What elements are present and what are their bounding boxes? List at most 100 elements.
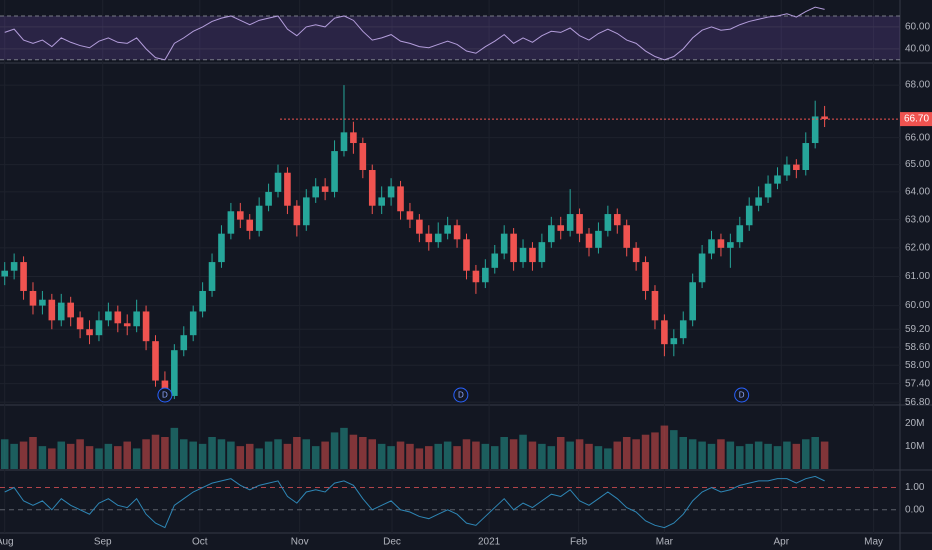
candle-body	[632, 247, 640, 263]
volume-bar	[151, 434, 160, 469]
event-label: D	[458, 391, 464, 400]
x-tick-label: Mar	[656, 537, 674, 548]
y-tick-label: 57.40	[905, 378, 930, 389]
volume-bar	[227, 441, 235, 469]
event-marker	[734, 387, 750, 403]
volume-bar	[622, 437, 631, 469]
candle-body	[783, 164, 791, 176]
x-tick-label: Dec	[383, 537, 401, 548]
candle-body	[491, 253, 499, 268]
volume-bar	[368, 439, 377, 469]
volume-bar	[575, 439, 584, 469]
volume-bar	[811, 437, 819, 469]
candle-body	[482, 267, 489, 283]
candle-body	[350, 132, 357, 144]
y-tick-label: 65.00	[905, 159, 930, 170]
volume-bar	[19, 441, 28, 469]
candle-body	[255, 205, 263, 231]
candle-body	[76, 317, 84, 330]
x-tick-label: Feb	[570, 537, 588, 548]
volume-bar	[283, 443, 292, 469]
candle-body	[86, 329, 93, 336]
volume-bar	[453, 446, 461, 469]
volume-bar	[264, 441, 273, 469]
y-tick-label: 62.00	[905, 242, 930, 253]
candle-body	[557, 225, 565, 231]
volume-bar	[443, 441, 452, 469]
candle-body	[20, 262, 27, 291]
volume-bar	[189, 441, 197, 469]
x-tick-label: Aug	[0, 537, 14, 548]
candle-body	[670, 338, 678, 345]
event-marker	[157, 387, 173, 403]
candle-body	[171, 350, 178, 396]
candle-body	[114, 311, 122, 324]
volume-bar	[85, 446, 94, 469]
volume-bar	[396, 441, 405, 469]
candle-body	[133, 311, 140, 327]
candle-body	[500, 233, 508, 254]
volume-bar	[604, 448, 612, 469]
volume-bar	[594, 446, 603, 469]
volume-bar	[566, 441, 574, 469]
candle-body	[661, 320, 668, 345]
candle-body	[434, 233, 442, 243]
volume-bar	[10, 443, 18, 469]
volume-bar	[38, 446, 47, 469]
candle-body	[811, 116, 819, 144]
volume-bar	[236, 446, 245, 469]
candle-body	[208, 262, 216, 291]
volume-bar	[66, 443, 75, 469]
candle-body	[199, 290, 206, 312]
volume-bar	[57, 441, 66, 469]
volume-bar	[481, 443, 490, 469]
y-tick-label: 59.20	[905, 324, 930, 335]
volume-bar	[359, 437, 367, 469]
last-price-label: 66.70	[904, 114, 929, 125]
candle-body	[284, 172, 291, 206]
candle-body	[444, 225, 451, 234]
volume-bar	[632, 439, 640, 469]
candle-body	[274, 172, 282, 192]
candle-body	[727, 242, 734, 248]
volume-bar	[123, 441, 131, 469]
candle-body	[623, 225, 630, 248]
indicator-tick-label: 0.00	[905, 504, 925, 515]
candle-body	[218, 233, 225, 263]
candle-body	[378, 197, 385, 206]
volume-bar	[726, 441, 735, 469]
volume-bar	[556, 437, 565, 469]
candle-body	[189, 311, 197, 336]
volume-tick-label: 20M	[905, 418, 924, 429]
volume-bar	[293, 437, 301, 469]
candle-body	[745, 205, 753, 226]
volume-bar	[387, 446, 395, 469]
candle-body	[39, 299, 46, 306]
volume-bar	[688, 439, 697, 469]
x-tick-label: Oct	[192, 537, 208, 548]
candle-body	[331, 151, 338, 192]
candle-body	[519, 247, 527, 263]
volume-bar	[0, 439, 9, 469]
volume-bar	[679, 437, 688, 469]
volume-bar	[245, 443, 254, 469]
volume-bar	[801, 439, 810, 469]
candle-body	[302, 197, 310, 226]
volume-bar	[95, 448, 103, 469]
candle-body	[123, 323, 131, 327]
volume-bar	[509, 439, 518, 469]
candle-body	[368, 170, 376, 206]
candle-body	[566, 214, 574, 231]
volume-bar	[707, 443, 716, 469]
rsi-tick-label: 60.00	[905, 22, 930, 33]
candle-body	[359, 143, 367, 171]
volume-bar	[519, 434, 527, 469]
candle-body	[548, 225, 555, 243]
candle-body	[293, 205, 301, 226]
volume-bar	[161, 437, 169, 469]
volume-bar	[208, 437, 216, 469]
candle-body	[472, 270, 480, 283]
x-tick-label: Sep	[94, 537, 112, 548]
volume-bar	[104, 443, 113, 469]
volume-bar	[792, 443, 801, 469]
